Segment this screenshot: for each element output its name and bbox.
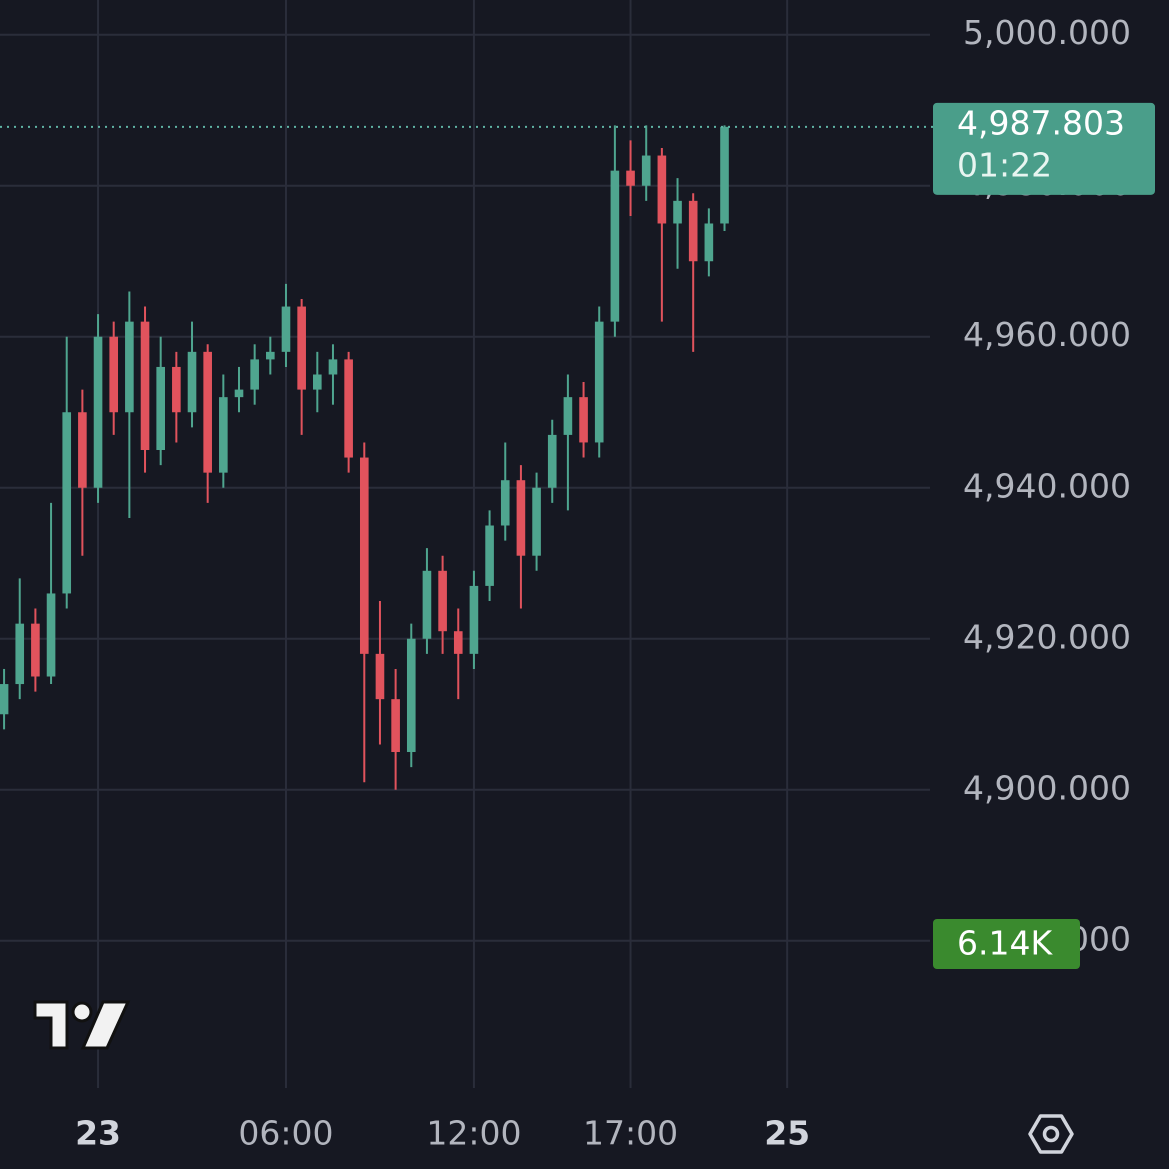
candle-body <box>359 457 369 654</box>
price-label: 4,987.803 <box>957 103 1125 142</box>
candle-body <box>109 336 119 413</box>
candle-body <box>641 155 651 186</box>
candle-body <box>140 321 150 450</box>
y-tick-label: 4,940.000 <box>963 466 1131 505</box>
logo <box>33 1000 131 1050</box>
candle-body <box>657 155 667 224</box>
candle-body <box>610 170 620 322</box>
candle-body <box>297 306 306 390</box>
candle-body <box>219 397 228 473</box>
x-tick-label: 12:00 <box>426 1114 521 1153</box>
candle-body <box>172 366 181 413</box>
candle-body <box>281 306 291 352</box>
candle-body <box>438 570 447 632</box>
price-label-box <box>933 102 1155 195</box>
candle-body <box>0 684 9 715</box>
volume-label-box <box>933 919 1080 969</box>
candle-body <box>266 351 275 360</box>
candle-body <box>500 480 510 526</box>
candle-body <box>313 374 322 390</box>
candles <box>0 125 729 790</box>
candle-body <box>250 359 259 390</box>
y-tick-label: 4,960.000 <box>963 315 1131 354</box>
grid <box>0 0 930 1088</box>
countdown-label: 01:22 <box>957 145 1052 184</box>
volume-label: 6.14K <box>957 924 1053 963</box>
candle-body <box>532 487 541 556</box>
candle-body <box>156 366 165 450</box>
x-tick-label: 17:00 <box>583 1114 678 1153</box>
settings-icon[interactable] <box>1028 1114 1074 1154</box>
y-tick-label: 4,920.000 <box>963 617 1131 656</box>
candle-body <box>31 623 40 677</box>
x-tick-label: 06:00 <box>238 1114 333 1153</box>
candle-body <box>46 593 56 677</box>
candle-body <box>579 397 588 443</box>
candle-body <box>15 623 25 685</box>
y-tick-label: 5,000.000 <box>963 13 1131 52</box>
candle-body <box>547 434 557 488</box>
candle-body <box>375 653 385 700</box>
labels: 5,000.0004,980.0004,960.0004,940.0004,92… <box>0 13 1155 1153</box>
y-tick-label: 4,900.000 <box>963 768 1131 807</box>
x-tick-label: 23 <box>75 1114 121 1153</box>
candle-body <box>62 412 72 594</box>
candle-body <box>125 321 134 413</box>
candle-body <box>688 200 698 262</box>
candle-body <box>203 351 212 473</box>
candle-body <box>453 631 463 654</box>
candle-body <box>485 525 494 586</box>
candle-body <box>673 200 682 224</box>
candle-body <box>187 351 197 413</box>
candle-body <box>704 223 714 262</box>
candle-body <box>328 359 338 375</box>
candle-body <box>78 412 87 488</box>
x-tick-label: 25 <box>764 1114 810 1153</box>
candle-body <box>234 389 244 398</box>
candle-body <box>594 321 604 443</box>
candle-body <box>720 126 729 224</box>
candle-body <box>93 336 103 488</box>
candle-body <box>391 699 400 753</box>
candle-body <box>406 638 416 753</box>
candle-body <box>344 359 353 458</box>
candle-body <box>563 397 573 435</box>
candle-body <box>626 170 635 186</box>
candle-body <box>422 570 432 639</box>
candle-body <box>516 480 526 556</box>
candle-body <box>469 585 479 654</box>
